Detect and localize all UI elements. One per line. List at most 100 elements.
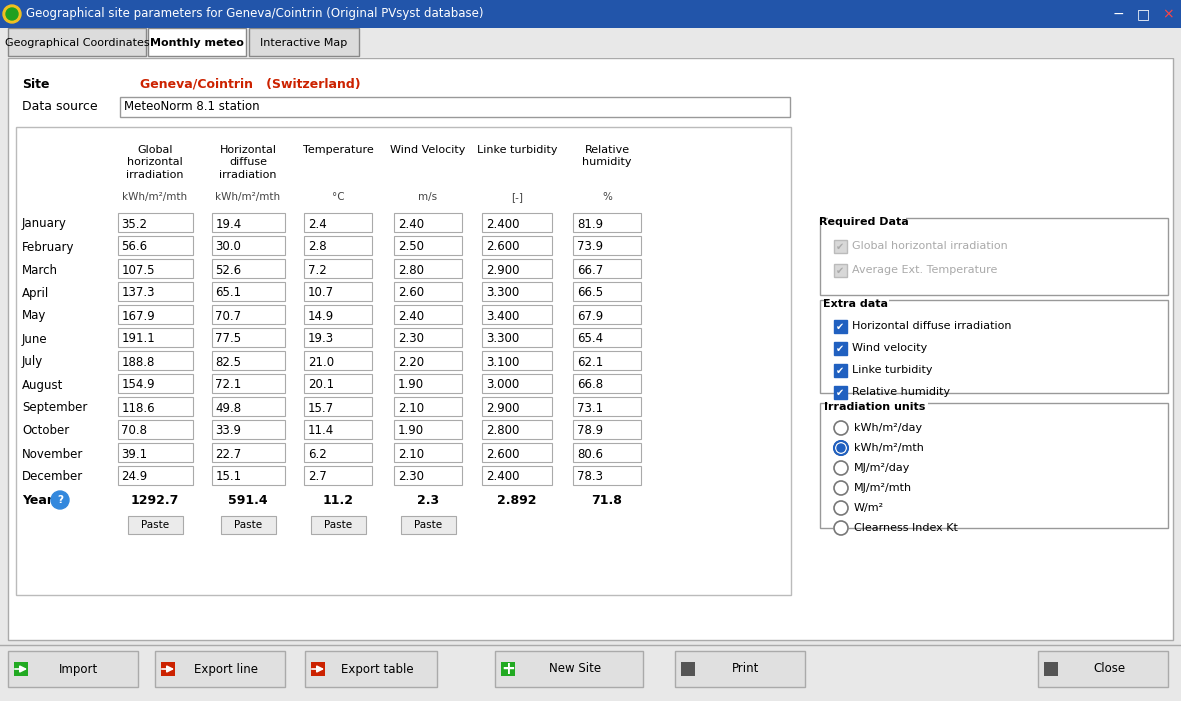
FancyBboxPatch shape — [394, 397, 462, 416]
FancyBboxPatch shape — [221, 516, 275, 534]
Text: kWh/m²/mth: kWh/m²/mth — [215, 192, 281, 202]
Text: 11.2: 11.2 — [322, 494, 353, 507]
Text: 2.400: 2.400 — [487, 470, 520, 484]
FancyBboxPatch shape — [117, 213, 193, 232]
FancyBboxPatch shape — [211, 259, 285, 278]
FancyBboxPatch shape — [482, 305, 552, 324]
Text: Geneva/Cointrin   (Switzerland): Geneva/Cointrin (Switzerland) — [141, 78, 360, 90]
Text: Paste: Paste — [141, 520, 169, 530]
Text: 56.6: 56.6 — [122, 240, 148, 254]
FancyBboxPatch shape — [304, 374, 372, 393]
Text: ✔: ✔ — [836, 322, 844, 332]
Text: 35.2: 35.2 — [122, 217, 148, 231]
Text: ✔: ✔ — [836, 343, 844, 353]
Text: 80.6: 80.6 — [578, 447, 603, 461]
Text: 15.1: 15.1 — [215, 470, 242, 484]
Text: 39.1: 39.1 — [122, 447, 148, 461]
FancyBboxPatch shape — [573, 282, 641, 301]
FancyBboxPatch shape — [304, 328, 372, 347]
Bar — [1044, 662, 1058, 676]
Text: m/s: m/s — [418, 192, 438, 202]
Text: 73.9: 73.9 — [578, 240, 603, 254]
FancyBboxPatch shape — [573, 443, 641, 462]
FancyBboxPatch shape — [573, 259, 641, 278]
Text: [-]: [-] — [511, 192, 523, 202]
Text: 2.400: 2.400 — [487, 217, 520, 231]
Text: kWh/m²/day: kWh/m²/day — [854, 423, 922, 433]
FancyBboxPatch shape — [573, 420, 641, 439]
Text: 2.10: 2.10 — [398, 447, 424, 461]
Circle shape — [834, 421, 848, 435]
Text: 118.6: 118.6 — [122, 402, 155, 414]
Circle shape — [51, 491, 68, 509]
Text: 2.892: 2.892 — [497, 494, 536, 507]
FancyBboxPatch shape — [573, 305, 641, 324]
Bar — [1131, 0, 1155, 28]
FancyBboxPatch shape — [8, 28, 146, 56]
FancyBboxPatch shape — [117, 466, 193, 485]
Text: April: April — [22, 287, 50, 299]
FancyBboxPatch shape — [117, 236, 193, 255]
FancyBboxPatch shape — [117, 443, 193, 462]
FancyBboxPatch shape — [394, 443, 462, 462]
FancyBboxPatch shape — [117, 351, 193, 370]
Text: ?: ? — [57, 495, 63, 505]
FancyBboxPatch shape — [482, 374, 552, 393]
Text: September: September — [22, 402, 87, 414]
Bar — [311, 662, 325, 676]
FancyBboxPatch shape — [820, 300, 1168, 393]
Text: 65.4: 65.4 — [578, 332, 603, 346]
FancyBboxPatch shape — [482, 351, 552, 370]
Text: 70.7: 70.7 — [215, 310, 242, 322]
Text: Average Ext. Temperature: Average Ext. Temperature — [852, 265, 998, 275]
FancyBboxPatch shape — [117, 305, 193, 324]
Text: 3.300: 3.300 — [487, 332, 520, 346]
FancyBboxPatch shape — [482, 282, 552, 301]
Text: 24.9: 24.9 — [122, 470, 148, 484]
Text: Temperature: Temperature — [302, 145, 373, 155]
FancyBboxPatch shape — [400, 516, 456, 534]
FancyBboxPatch shape — [211, 443, 285, 462]
Text: 78.3: 78.3 — [578, 470, 603, 484]
FancyBboxPatch shape — [117, 282, 193, 301]
Text: Site: Site — [22, 78, 50, 90]
Text: 3.100: 3.100 — [487, 355, 520, 369]
Text: 2.7: 2.7 — [308, 470, 327, 484]
FancyBboxPatch shape — [249, 28, 359, 56]
Text: July: July — [22, 355, 44, 369]
Text: Geographical Coordinates: Geographical Coordinates — [5, 38, 149, 48]
Text: 2.4: 2.4 — [308, 217, 327, 231]
FancyBboxPatch shape — [394, 374, 462, 393]
FancyBboxPatch shape — [117, 420, 193, 439]
FancyBboxPatch shape — [211, 236, 285, 255]
FancyBboxPatch shape — [211, 420, 285, 439]
Text: 7.2: 7.2 — [308, 264, 327, 276]
Text: 19.3: 19.3 — [308, 332, 334, 346]
Circle shape — [837, 444, 844, 452]
FancyBboxPatch shape — [834, 342, 847, 355]
Text: Geographical site parameters for Geneva/Cointrin (Original PVsyst database): Geographical site parameters for Geneva/… — [26, 8, 483, 20]
Text: 65.1: 65.1 — [215, 287, 242, 299]
FancyBboxPatch shape — [482, 397, 552, 416]
Text: 2.30: 2.30 — [398, 332, 424, 346]
Text: 2.800: 2.800 — [487, 425, 520, 437]
Text: November: November — [22, 447, 84, 461]
FancyBboxPatch shape — [211, 213, 285, 232]
Circle shape — [4, 5, 21, 23]
Text: 19.4: 19.4 — [215, 217, 242, 231]
Text: 167.9: 167.9 — [122, 310, 155, 322]
FancyBboxPatch shape — [311, 516, 365, 534]
FancyBboxPatch shape — [482, 236, 552, 255]
FancyBboxPatch shape — [482, 328, 552, 347]
Text: May: May — [22, 310, 46, 322]
Text: Interactive Map: Interactive Map — [260, 38, 347, 48]
Text: Global
horizontal
irradiation: Global horizontal irradiation — [126, 145, 184, 179]
Bar — [0, 28, 1181, 58]
Text: Wind Velocity: Wind Velocity — [390, 145, 465, 155]
Text: 62.1: 62.1 — [578, 355, 603, 369]
FancyBboxPatch shape — [211, 397, 285, 416]
Text: 2.40: 2.40 — [398, 217, 424, 231]
Text: 81.9: 81.9 — [578, 217, 603, 231]
Text: 20.1: 20.1 — [308, 379, 334, 391]
FancyBboxPatch shape — [394, 259, 462, 278]
